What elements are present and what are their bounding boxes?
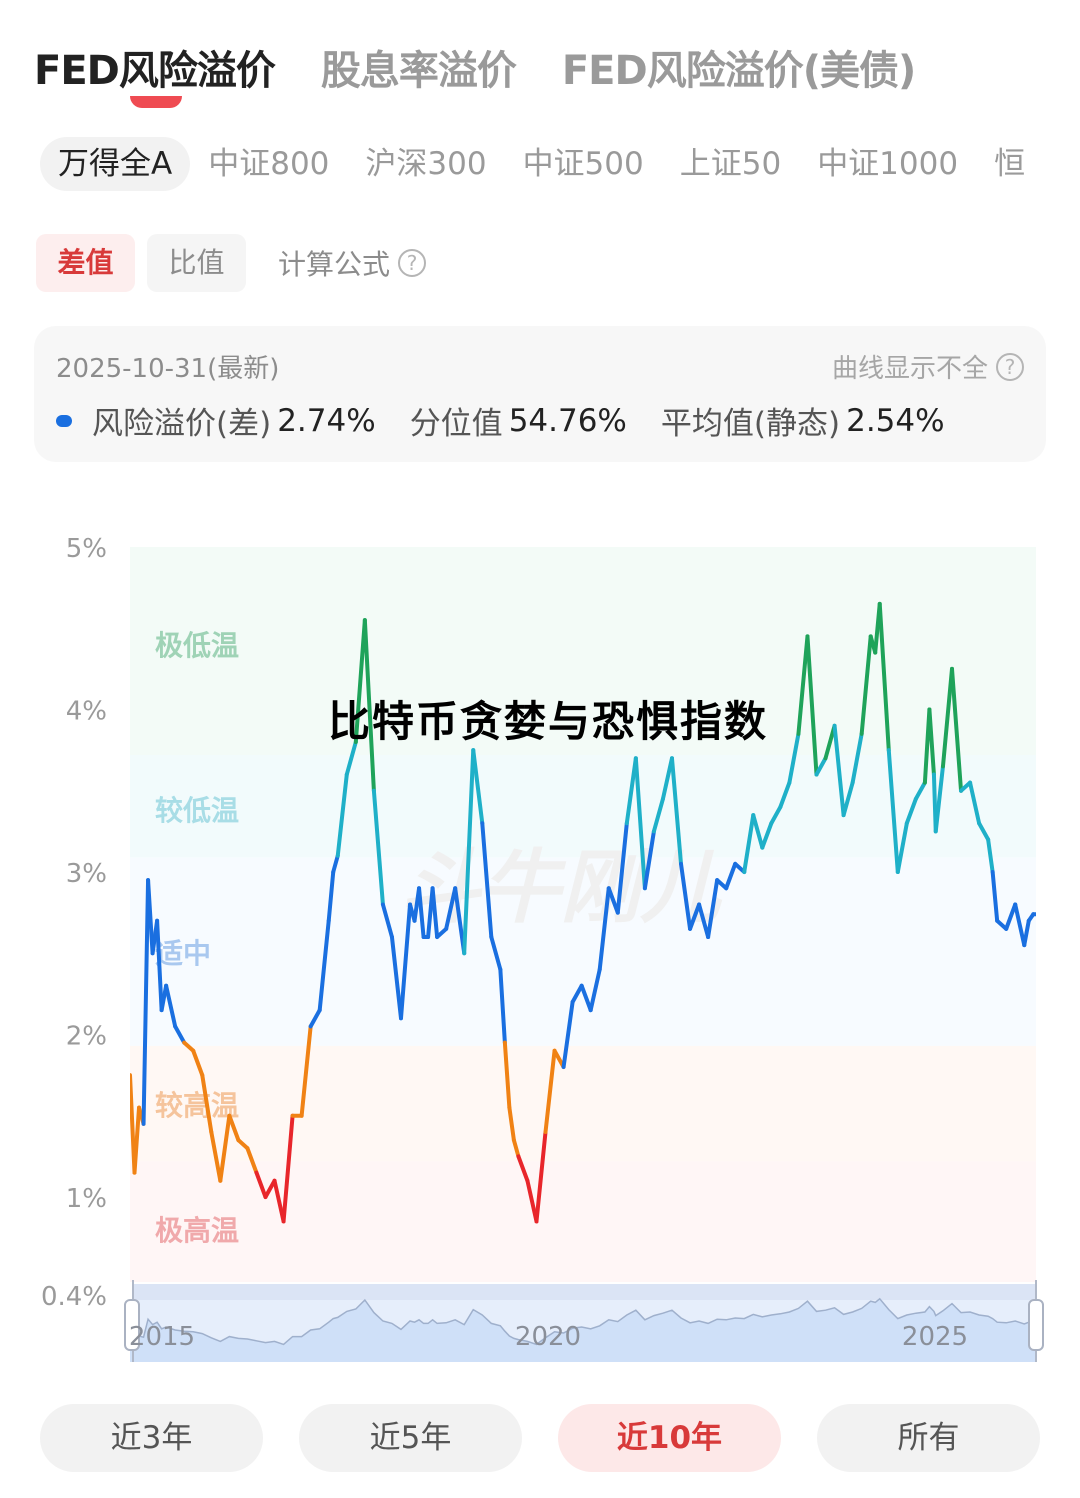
svg-text:2015: 2015 (129, 1322, 195, 1352)
index-tab-csi500[interactable]: 中证500 (522, 146, 644, 182)
difference-button[interactable]: 差值 (36, 234, 135, 292)
svg-text:1%: 1% (66, 1184, 107, 1214)
index-tab-csi800[interactable]: 中证800 (208, 146, 330, 182)
temperature-bands (130, 547, 1036, 1282)
info-card: 2025-10-31(最新) 曲线显示不全 ? 风险溢价(差) 2.74% 分位… (34, 326, 1046, 462)
svg-text:2020: 2020 (515, 1322, 581, 1352)
svg-text:3%: 3% (66, 859, 107, 889)
svg-text:0.4%: 0.4% (41, 1282, 107, 1312)
overlay-title: 比特币贪婪与恐惧指数 (328, 697, 769, 746)
range-10y-button[interactable]: 近10年 (558, 1404, 781, 1472)
help-circle-icon[interactable]: ? (996, 352, 1024, 381)
index-tab-sse50[interactable]: 上证50 (679, 146, 782, 182)
mean-value: 2.54% (846, 402, 945, 439)
curve-incomplete-hint[interactable]: 曲线显示不全 ? (832, 348, 1024, 385)
ratio-button[interactable]: 比值 (147, 234, 246, 292)
svg-text:较高温: 较高温 (155, 1089, 239, 1122)
svg-text:适中: 适中 (155, 937, 211, 970)
active-tab-indicator (130, 96, 182, 108)
formula-label: 计算公式 (278, 248, 391, 281)
mode-row: 差值 比值 计算公式 ? (36, 234, 427, 292)
svg-text:极低温: 极低温 (155, 629, 239, 662)
formula-link[interactable]: 计算公式 ? (278, 243, 427, 283)
help-circle-icon[interactable]: ? (398, 249, 427, 277)
index-tab-wind-all-a[interactable]: 万得全A (40, 137, 191, 191)
range-buttons: 近3年 近5年 近10年 所有 (40, 1404, 1040, 1472)
percentile-value: 54.76% (508, 402, 627, 439)
range-all-button[interactable]: 所有 (817, 1404, 1040, 1472)
main-tabs: FED风险溢价 股息率溢价 FED风险溢价(美债) (34, 38, 916, 96)
latest-date: 2025-10-31(最新) (56, 354, 280, 384)
index-tab-csi1000[interactable]: 中证1000 (817, 146, 959, 182)
range-handle-right[interactable] (1028, 1299, 1044, 1351)
svg-text:5%: 5% (66, 534, 107, 564)
svg-text:2025: 2025 (902, 1322, 968, 1352)
tab-fed-risk-premium[interactable]: FED风险溢价 (34, 48, 276, 94)
y-axis-ticks: 5% 4% 3% 2% 1% 0.4% (41, 534, 107, 1312)
range-handle-left[interactable] (124, 1299, 140, 1351)
index-tab-hang-seng[interactable]: 恒 (994, 146, 1026, 182)
range-3y-button[interactable]: 近3年 (40, 1404, 263, 1472)
index-tabs: 万得全A 中证800 沪深300 中证500 上证50 中证1000 恒 (40, 137, 1043, 191)
svg-text:4%: 4% (66, 697, 107, 727)
percentile-label: 分位值 (409, 406, 503, 442)
risk-premium-label: 风险溢价(差) (92, 406, 272, 442)
tab-fed-risk-premium-us[interactable]: FED风险溢价(美债) (561, 48, 916, 94)
hint-label: 曲线显示不全 (831, 354, 988, 384)
svg-text:极高温: 极高温 (155, 1214, 239, 1247)
range-slider[interactable]: 2015 2020 2025 (124, 1280, 1044, 1362)
stats-row: 风险溢价(差) 2.74% 分位值 54.76% 平均值(静态) 2.54% (56, 398, 979, 443)
index-tab-hs300[interactable]: 沪深300 (365, 146, 487, 182)
legend-dot-icon (56, 414, 72, 427)
mean-label: 平均值(静态) (660, 406, 841, 442)
range-5y-button[interactable]: 近5年 (299, 1404, 522, 1472)
risk-premium-value: 2.74% (277, 402, 376, 439)
tab-dividend-premium[interactable]: 股息率溢价 (320, 48, 517, 94)
svg-text:较低温: 较低温 (155, 794, 239, 827)
risk-premium-line (130, 601, 1036, 1224)
svg-text:2%: 2% (66, 1022, 107, 1052)
